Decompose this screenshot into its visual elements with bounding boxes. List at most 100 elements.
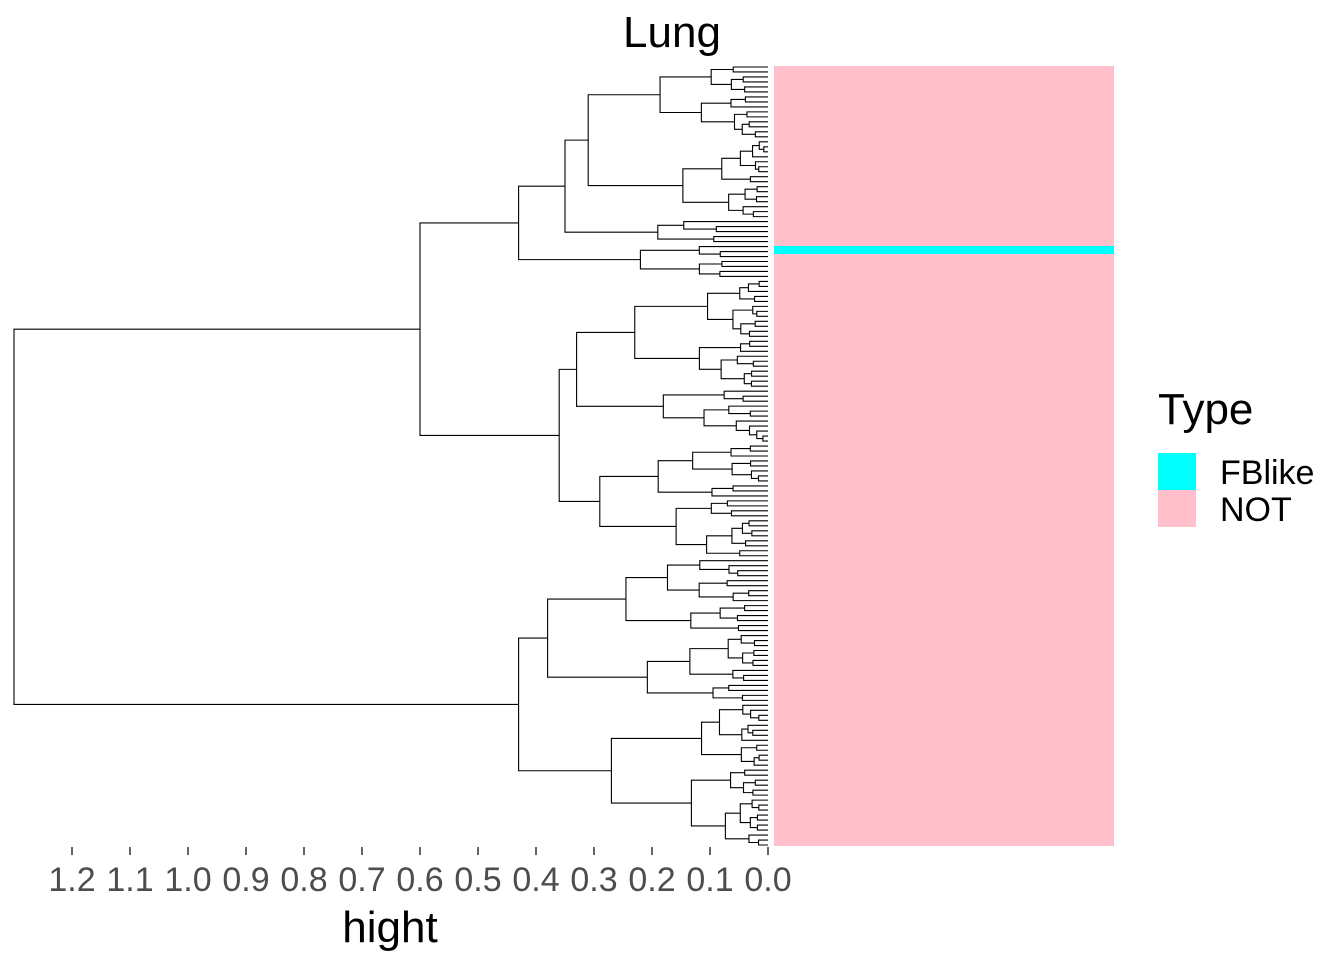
dendrogram-link: [719, 270, 768, 278]
dendrogram-link: [13, 328, 519, 705]
dendrogram-link: [752, 211, 768, 218]
dendrogram-link: [736, 355, 768, 365]
dendrogram-link: [754, 779, 768, 786]
dendrogram-link: [756, 186, 768, 193]
x-tick-label: 0.3: [570, 861, 617, 899]
annotation-fblike-block: [774, 246, 1114, 254]
dendrogram-link: [625, 577, 691, 622]
dendrogram-link: [726, 580, 768, 587]
dendrogram-link: [756, 744, 768, 751]
dendrogram-link: [639, 249, 700, 270]
dendrogram-link: [683, 221, 768, 230]
dendrogram-link: [713, 236, 768, 243]
dendrogram-link: [752, 360, 768, 367]
dendrogram-link: [733, 113, 747, 130]
dendrogram-link: [721, 260, 768, 268]
dendrogram-link: [682, 168, 729, 203]
dendrogram-link: [748, 330, 768, 337]
dendrogram-link: [690, 612, 739, 629]
dendrogram-link: [749, 176, 768, 183]
x-axis: 1.2 1.1 1.0 0.9 0.8 0.7 0.6 0.5 0.4 0.3 0.2 0.1 0.0: [48, 847, 792, 899]
dendrogram-link: [745, 540, 768, 547]
dendrogram-link: [748, 425, 768, 436]
dendrogram-link: [751, 799, 768, 809]
legend-label-not: NOT: [1220, 491, 1292, 529]
dendrogram-link: [752, 305, 768, 315]
dendrogram-link: [739, 343, 768, 352]
dendrogram-link: [747, 283, 768, 292]
dendrogram-link: [741, 694, 768, 701]
dendrogram-link: [739, 150, 756, 167]
dendrogram-link: [748, 590, 768, 597]
dendrogram-link: [737, 570, 768, 577]
dendrogram-link: [730, 78, 745, 90]
annotation-bar: [774, 66, 1114, 846]
dendrogram-link: [732, 669, 768, 679]
dendrogram-link: [730, 447, 768, 457]
dendrogram-link: [740, 634, 768, 644]
dendrogram-link: [744, 188, 758, 200]
dendrogram-link: [749, 410, 768, 417]
dendrogram-link: [698, 245, 768, 255]
dendrogram-link: [692, 451, 733, 470]
x-tick-label: 0.8: [280, 861, 327, 899]
dendrogram-link: [719, 607, 745, 619]
dendrogram-link: [758, 166, 768, 173]
dendrogram-link: [711, 487, 768, 497]
dendrogram-link: [754, 161, 768, 170]
dendrogram-link: [758, 280, 768, 287]
dendrogram-link: [750, 460, 768, 467]
dendrogram-link: [743, 674, 768, 681]
dendrogram-link: [749, 817, 758, 829]
dendrogram-link: [706, 535, 740, 554]
dendrogram-link: [547, 598, 648, 678]
dendrogram-link: [744, 769, 768, 776]
dendrogram-link: [731, 462, 752, 476]
dendrogram-link: [754, 131, 768, 138]
dendrogram-link: [675, 507, 712, 546]
dendrogram-link: [662, 394, 725, 419]
chart-title: Lung: [623, 8, 721, 57]
dendrogram-link: [749, 340, 768, 347]
dendrogram-link: [720, 359, 745, 380]
x-tick-label: 0.5: [454, 861, 501, 899]
dendrogram-link: [724, 812, 749, 840]
dendrogram-link: [728, 684, 768, 691]
x-tick-label: 1.2: [48, 861, 95, 899]
dendrogram: [13, 66, 768, 846]
dendrogram-link: [657, 224, 714, 240]
dendrogram-link: [757, 839, 768, 846]
dendrogram-link: [742, 395, 768, 402]
dendrogram-link: [666, 564, 700, 591]
dendrogram-link: [752, 659, 768, 667]
dendrogram-link: [737, 625, 768, 632]
dendrogram-link: [744, 86, 768, 93]
dendrogram-link: [751, 530, 768, 537]
dendrogram-link: [752, 729, 768, 736]
dendrogram-link: [742, 76, 768, 83]
x-tick-label: 0.7: [338, 861, 385, 899]
dendrogram-link: [728, 565, 768, 574]
dendrogram-link: [518, 185, 641, 261]
dendrogram-link: [742, 206, 768, 215]
dendrogram-link: [710, 502, 732, 514]
legend-title: Type: [1158, 385, 1253, 434]
dendrogram-link: [721, 157, 751, 180]
dendrogram-link: [732, 485, 768, 492]
dendrogram-link: [753, 649, 768, 657]
dendrogram-link: [742, 652, 754, 664]
legend-swatch-not: [1158, 490, 1196, 527]
x-tick-label: 0.4: [512, 861, 559, 899]
dendrogram-link: [558, 368, 600, 502]
x-tick-label: 1.1: [106, 861, 153, 899]
dendrogram-link: [744, 96, 768, 103]
x-tick-label: 0.1: [686, 861, 733, 899]
legend-label-fblike: FBlike: [1220, 454, 1314, 492]
dendrogram-link: [736, 615, 768, 622]
dendrogram-link: [576, 331, 664, 407]
dendrogram-link: [752, 789, 768, 796]
dendrogram-link: [756, 814, 768, 821]
dendrogram-link: [731, 527, 746, 544]
dendrogram-link: [755, 196, 768, 203]
dendrogram-link: [746, 111, 768, 118]
